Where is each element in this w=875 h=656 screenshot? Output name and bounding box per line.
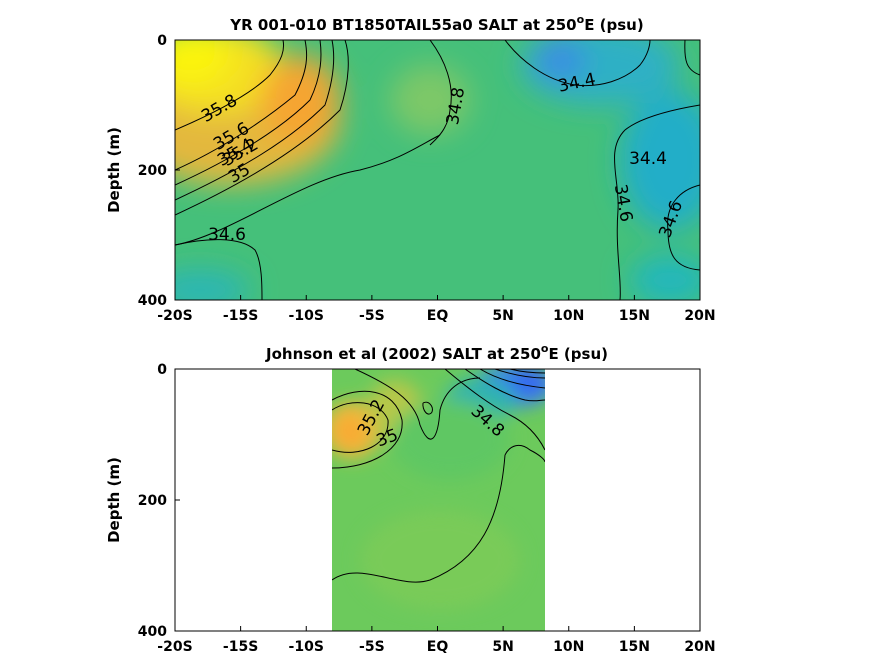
top-y-axis-label: Depth (m): [105, 127, 123, 213]
top-chart: YR 001-010 BT1850TAIL55a0 SALT at 250oE …: [105, 13, 716, 324]
x-tick-label: 15N: [619, 308, 650, 324]
y-tick-label: 0: [157, 362, 167, 378]
y-tick-label: 200: [138, 163, 167, 179]
bottom-x-ticks: -20S -15S -10S -5S EQ 5N 10N 15N 20N: [157, 626, 716, 655]
contour-label: 34.4: [629, 149, 667, 169]
x-tick-label: 10N: [553, 639, 584, 655]
x-tick-label: -20S: [157, 308, 192, 324]
bottom-heatmap: 35.2 35 34.8: [332, 369, 545, 631]
bottom-chart-title: Johnson et al (2002) SALT at 250oE (psu): [265, 342, 608, 363]
x-tick-label: EQ: [427, 308, 449, 324]
x-tick-label: 5N: [492, 639, 513, 655]
top-heatmap: 35.8 35.6 35.4 35.2 35 34.8 34.4 34.4 34…: [175, 40, 700, 300]
y-tick-label: 400: [138, 624, 167, 640]
y-tick-label: 400: [138, 293, 167, 309]
x-tick-label: -20S: [157, 639, 192, 655]
top-chart-title: YR 001-010 BT1850TAIL55a0 SALT at 250oE …: [229, 13, 643, 34]
x-tick-label: 10N: [553, 308, 584, 324]
x-tick-label: -10S: [289, 639, 324, 655]
bottom-y-ticks: 0 200 400: [138, 362, 180, 640]
y-tick-label: 200: [138, 493, 167, 509]
x-tick-label: -15S: [223, 639, 258, 655]
x-tick-label: 15N: [619, 639, 650, 655]
top-y-ticks: 0 200 400: [138, 33, 180, 309]
x-tick-label: -5S: [359, 639, 385, 655]
top-x-ticks: -20S -15S -10S -5S EQ 5N 10N 15N 20N: [157, 295, 716, 324]
bottom-chart: Johnson et al (2002) SALT at 250oE (psu): [105, 342, 716, 655]
x-tick-label: 20N: [684, 308, 715, 324]
x-tick-label: EQ: [427, 639, 449, 655]
x-tick-label: 20N: [684, 639, 715, 655]
x-tick-label: -5S: [359, 308, 385, 324]
x-tick-label: -10S: [289, 308, 324, 324]
x-tick-label: 5N: [492, 308, 513, 324]
bottom-y-axis-label: Depth (m): [105, 457, 123, 543]
y-tick-label: 0: [157, 33, 167, 49]
x-tick-label: -15S: [223, 308, 258, 324]
contour-label: 34.6: [208, 225, 246, 245]
